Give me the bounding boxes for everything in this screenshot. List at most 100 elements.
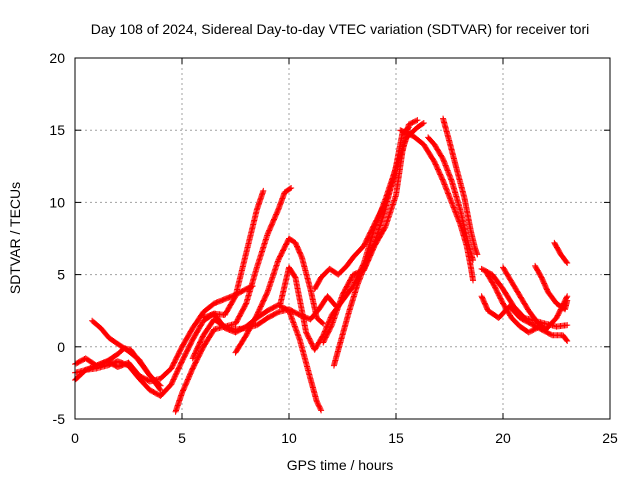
data-point-marker [474, 251, 481, 258]
x-tick-label: 15 [388, 430, 404, 446]
data-point-marker [318, 407, 325, 414]
data-point-marker [564, 322, 571, 329]
data-point-marker [360, 267, 367, 274]
data-point-marker [435, 167, 442, 174]
data-point-marker [441, 159, 448, 166]
series-track-c [89, 317, 164, 394]
data-point-marker [157, 382, 164, 389]
data-point-marker [447, 196, 454, 203]
data-point-marker [449, 201, 456, 208]
data-point-marker [470, 277, 477, 284]
x-tick-label: 0 [71, 430, 79, 446]
data-point-marker [563, 337, 570, 344]
data-point-marker [361, 263, 368, 270]
y-axis-label: SDTVAR / TECUs [7, 182, 23, 294]
x-tick-label: 10 [281, 430, 297, 446]
data-point-marker [446, 193, 453, 200]
data-point-marker [356, 275, 363, 282]
data-point-marker [367, 248, 374, 255]
plot-frame [74, 57, 611, 420]
data-point-marker [356, 276, 363, 283]
data-point-marker [404, 125, 411, 132]
data-point-marker [440, 156, 447, 163]
data-point-marker [447, 195, 454, 202]
data-point-marker [447, 173, 454, 180]
data-point-marker [564, 338, 571, 345]
data-point-marker [445, 190, 452, 197]
data-point-marker [470, 257, 477, 264]
series-track-h [232, 235, 327, 356]
data-point-marker [405, 124, 412, 131]
data-point-marker [359, 270, 366, 277]
data-point-marker [242, 301, 249, 308]
data-point-marker [433, 162, 440, 169]
data-point-marker [358, 272, 365, 279]
data-point-marker [548, 331, 555, 338]
data-point-marker [452, 208, 459, 215]
data-point-marker [366, 251, 373, 258]
series-track-s [500, 264, 571, 333]
data-point-marker [365, 254, 372, 261]
data-point-marker [446, 194, 453, 201]
data-point-marker [431, 158, 438, 165]
data-point-marker [443, 163, 450, 170]
data-point-marker [447, 175, 454, 182]
data-point-marker [361, 265, 368, 272]
data-point-marker [371, 241, 378, 248]
data-point-marker [441, 181, 448, 188]
series-track-u [551, 239, 571, 267]
data-point-marker [445, 168, 452, 175]
data-point-marker [443, 164, 450, 171]
data-point-marker [434, 165, 441, 172]
x-tick-label: 20 [495, 430, 511, 446]
data-point-marker [364, 256, 371, 263]
data-point-marker [357, 274, 364, 281]
data-point-marker [274, 309, 281, 316]
data-point-marker [451, 205, 458, 212]
series-track-n [425, 134, 477, 264]
data-point-marker [445, 170, 452, 177]
data-point-marker [364, 257, 371, 264]
y-tick-label: -5 [53, 411, 66, 427]
series-track-o [440, 115, 481, 258]
data-point-marker [442, 161, 449, 168]
data-point-marker [328, 323, 335, 330]
axis-tick-labels: 0 5 10 15 20 25 -5 0 5 10 15 20 [49, 50, 618, 446]
data-point-marker [442, 184, 449, 191]
data-point-marker [288, 184, 295, 191]
data-point-marker [440, 177, 447, 184]
data-point-marker [450, 204, 457, 211]
data-point-marker [440, 157, 447, 164]
data-series [72, 115, 571, 415]
y-tick-label: 5 [57, 267, 65, 283]
data-point-marker [360, 266, 367, 273]
data-point-marker [359, 268, 366, 275]
data-point-marker [362, 262, 369, 269]
data-point-marker [414, 117, 421, 124]
data-point-marker [436, 170, 443, 177]
data-point-marker [420, 119, 427, 126]
data-point-marker [452, 209, 459, 216]
data-point-marker [443, 186, 450, 193]
data-point-marker [445, 191, 452, 198]
data-point-marker [362, 261, 369, 268]
series-track-l [330, 124, 412, 369]
y-tick-label: 20 [49, 50, 65, 66]
data-point-marker [449, 200, 456, 207]
y-tick-label: 0 [57, 339, 65, 355]
data-point-marker [369, 243, 376, 250]
data-point-marker [446, 172, 453, 179]
data-point-marker [413, 117, 420, 124]
data-point-marker [437, 171, 444, 178]
series-track-t [532, 262, 571, 313]
data-point-marker [366, 252, 373, 259]
data-point-marker [264, 290, 271, 297]
data-point-marker [448, 176, 455, 183]
series-track-g [200, 301, 325, 414]
data-point-marker [440, 179, 447, 186]
data-point-marker [363, 258, 370, 265]
data-point-marker [444, 187, 451, 194]
x-axis-label: GPS time / hours [287, 457, 394, 473]
data-point-marker [438, 173, 445, 180]
